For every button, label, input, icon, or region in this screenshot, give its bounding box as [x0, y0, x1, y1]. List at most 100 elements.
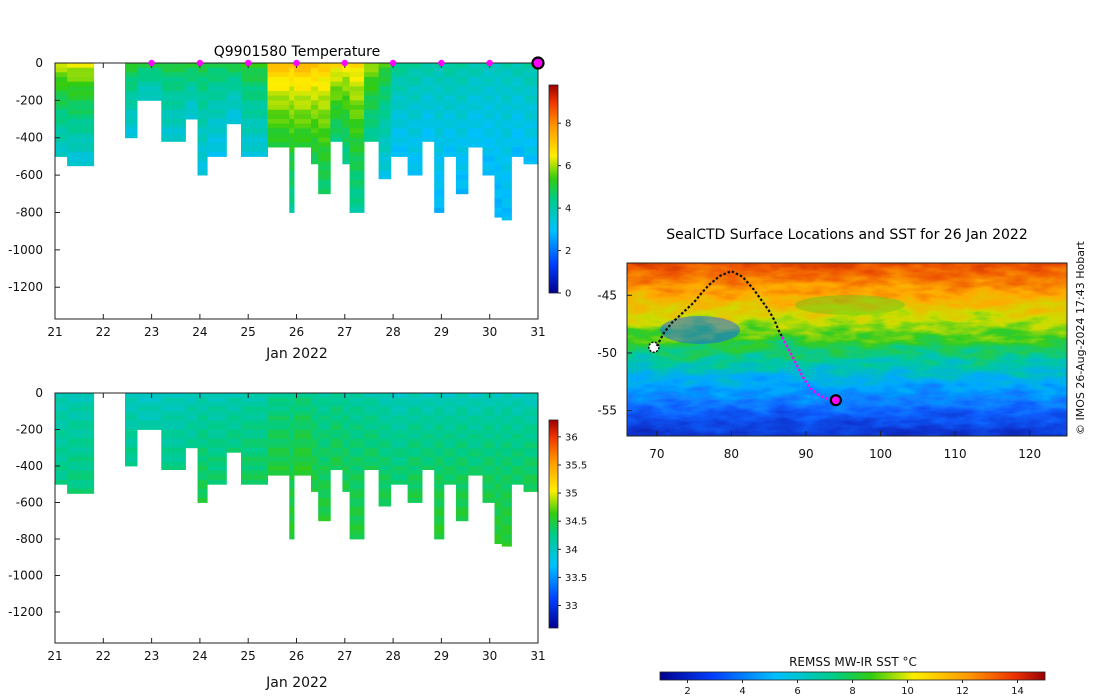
profile-cell	[468, 72, 483, 78]
profile-cell	[161, 114, 186, 120]
profile-cell	[523, 443, 538, 449]
profile-cell	[207, 137, 227, 143]
profile-cell	[434, 123, 445, 129]
profile-cell	[378, 86, 392, 92]
profile-cell	[511, 128, 524, 134]
profile-cell	[318, 470, 331, 476]
profile-cell	[125, 86, 138, 92]
profile-cell	[137, 420, 162, 426]
profile-cell	[342, 95, 350, 101]
profile-cell	[378, 434, 392, 440]
profile-cell	[455, 511, 469, 517]
x-tick-label: 31	[530, 649, 545, 663]
profile-cell	[241, 128, 268, 134]
profile-cell	[422, 452, 435, 458]
x-tick-label: 27	[337, 325, 352, 339]
profile-cell	[494, 534, 503, 540]
profile-cell	[241, 429, 268, 435]
profile-cell	[494, 95, 503, 101]
colorbar-tick-label: 33.5	[565, 573, 587, 584]
profile-cell	[330, 137, 343, 142]
profile-cell	[422, 105, 435, 111]
profile-cell	[434, 424, 445, 430]
profile-cell	[511, 109, 524, 115]
profile-cell	[501, 520, 512, 526]
profile-column	[207, 393, 227, 485]
profile-cell	[137, 95, 162, 101]
profile-cell	[349, 420, 365, 426]
profile-column	[125, 393, 138, 467]
profile-cell	[523, 488, 538, 492]
profile-cell	[523, 137, 538, 143]
profile-cell	[482, 91, 495, 97]
profile-cell	[523, 109, 538, 115]
profile-cell	[294, 411, 312, 417]
profile-cell	[318, 507, 331, 513]
profile-cell	[342, 411, 350, 417]
profile-cell	[241, 470, 268, 476]
profile-cell	[501, 475, 512, 481]
profile-cell	[482, 434, 495, 440]
profile-cell	[318, 156, 331, 162]
profile-cell	[197, 81, 208, 87]
profile-cell	[501, 109, 512, 115]
colorbar-tick-label: 35.5	[565, 460, 587, 471]
profile-cell	[185, 424, 198, 430]
profile-cell	[207, 415, 227, 421]
profile-cell	[55, 72, 68, 78]
profile-cell	[494, 212, 503, 218]
profile-cell	[55, 114, 68, 120]
profile-cell	[67, 452, 95, 458]
profile-cell	[289, 81, 295, 87]
profile-cell	[434, 114, 445, 120]
profile-cell	[289, 443, 295, 449]
profile-cell	[161, 438, 186, 444]
profile-cell	[390, 443, 408, 449]
profile-cell	[434, 184, 445, 190]
profile-cell	[185, 393, 198, 398]
profile-cell	[390, 393, 408, 398]
profile-cell	[161, 411, 186, 417]
profile-cell	[342, 128, 350, 134]
profile-cell	[161, 429, 186, 435]
profile-cell	[378, 142, 392, 148]
profile-cell	[482, 488, 495, 494]
profile-cell	[311, 142, 319, 148]
profile-cell	[501, 397, 512, 403]
profile-cell	[364, 420, 379, 426]
profile-cell	[289, 72, 295, 78]
profile-column	[364, 63, 379, 142]
profile-cell	[455, 119, 469, 125]
profile-cell	[468, 95, 483, 101]
profile-cell	[289, 77, 295, 83]
profile-cell	[494, 438, 503, 444]
profile-cell	[185, 420, 198, 426]
profile-cell	[501, 217, 512, 221]
profile-cell	[137, 91, 162, 97]
profile-cell	[185, 402, 198, 408]
profile-cell	[501, 402, 512, 408]
profile-cell	[434, 170, 445, 176]
profile-cell	[501, 207, 512, 213]
profile-cell	[318, 165, 331, 171]
profile-cell	[455, 475, 469, 481]
profile-cell	[330, 109, 343, 115]
profile-cell	[523, 151, 538, 157]
profile-cell	[407, 105, 423, 111]
sst-colorbar: REMSS MW-IR SST °C 2 4 6 8 10 12 14	[659, 655, 1046, 697]
profile-cell	[494, 184, 503, 190]
profile-cell	[468, 406, 483, 412]
profile-cell	[378, 438, 392, 444]
profile-cell	[494, 67, 503, 73]
profile-cell	[207, 406, 227, 412]
profile-cell	[468, 100, 483, 106]
profile-cell	[207, 147, 227, 153]
profile-cell	[289, 119, 295, 125]
profile-cell	[494, 479, 503, 485]
profile-cell	[482, 123, 495, 129]
profile-cell	[318, 105, 331, 111]
profile-cell	[443, 434, 457, 440]
colorbar-tick-label: 0	[565, 289, 571, 300]
profile-cell	[455, 67, 469, 73]
profile-cell	[311, 488, 319, 492]
